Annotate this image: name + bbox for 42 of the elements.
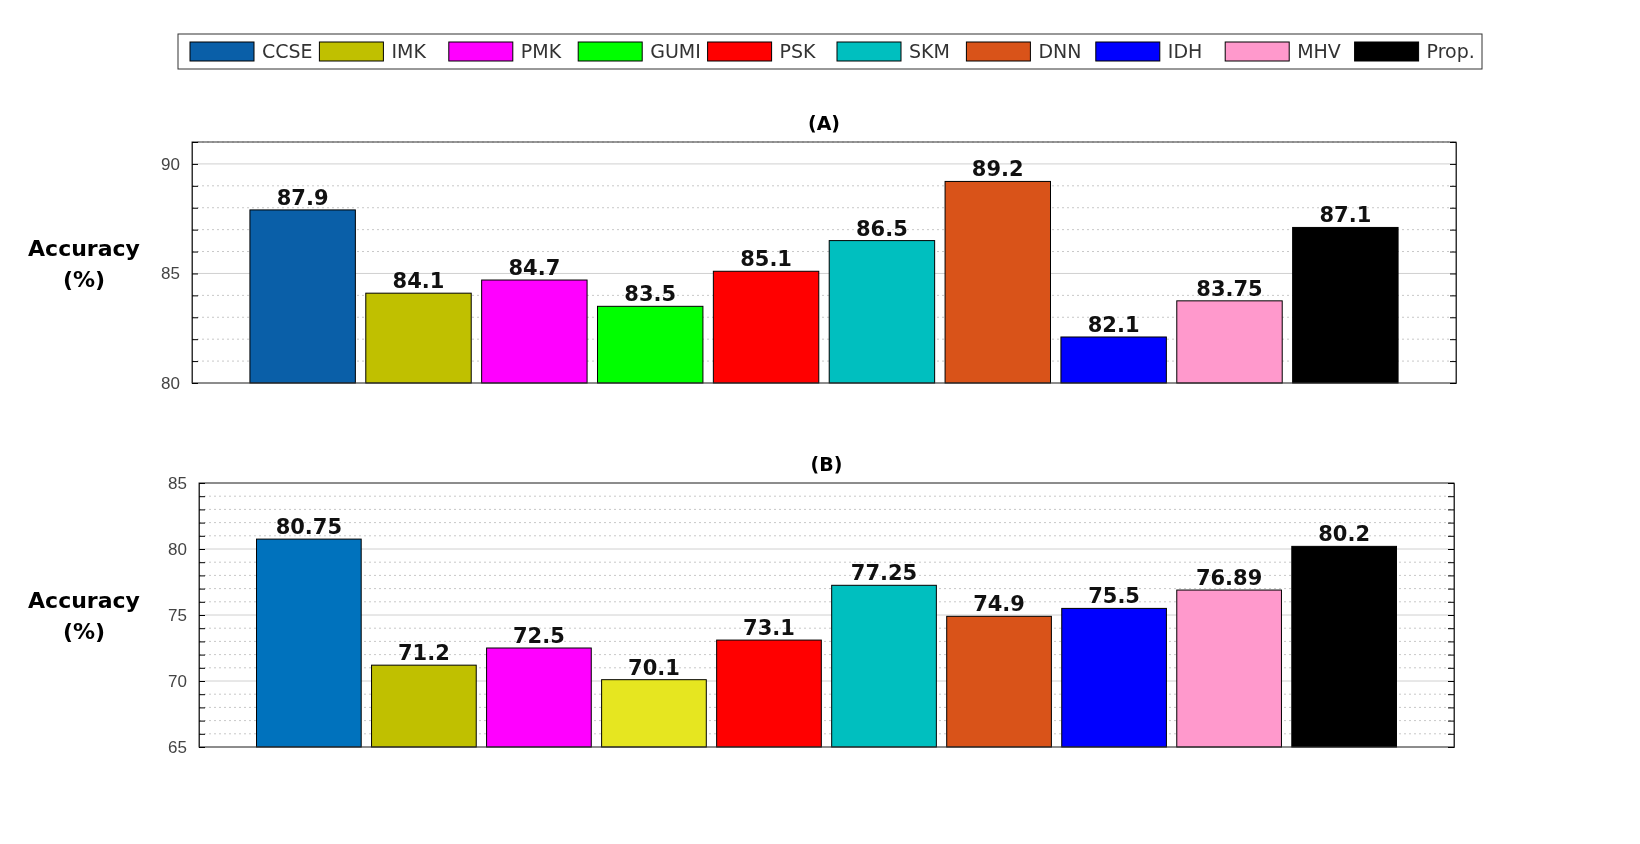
data-label: 82.1 xyxy=(1087,312,1140,337)
data-label: 76.89 xyxy=(1195,566,1263,591)
data-label: 84.7 xyxy=(508,256,561,281)
data-label: 85.1 xyxy=(740,247,792,272)
data-label: 75.5 xyxy=(1088,584,1140,609)
data-label: 72.5 xyxy=(513,624,565,648)
y-tick-label: 70 xyxy=(168,671,187,691)
data-label: 89.2 xyxy=(971,157,1024,182)
chart-title: (A) xyxy=(807,112,841,134)
data-label: 74.9 xyxy=(973,592,1025,617)
data-label: 84.1 xyxy=(392,269,445,294)
y-axis-title: Accuracy (%) xyxy=(28,235,140,292)
legend-label: DNN xyxy=(1038,40,1082,62)
y-tick-label: 65 xyxy=(168,737,187,757)
y-tick-label: 80 xyxy=(168,539,187,559)
legend-label: PMK xyxy=(520,40,562,62)
legend-label: PSK xyxy=(779,40,817,62)
legend-label: IMK xyxy=(391,40,427,62)
data-label: 83.5 xyxy=(624,282,677,307)
y-tick-label: 90 xyxy=(161,154,180,174)
chart-title: (B) xyxy=(810,453,843,475)
y-tick-label: 75 xyxy=(168,605,187,625)
legend-label: Prop. xyxy=(1426,40,1475,62)
data-label: 87.1 xyxy=(1319,203,1372,228)
y-tick-label: 85 xyxy=(168,473,187,493)
data-label: 77.25 xyxy=(850,561,918,586)
data-label: 86.5 xyxy=(856,216,908,241)
legend-label: SKM xyxy=(909,40,950,62)
y-tick-label: 85 xyxy=(161,264,180,284)
data-label: 71.2 xyxy=(397,641,450,666)
legend-label: IDH xyxy=(1167,40,1203,62)
data-label: 73.1 xyxy=(743,616,795,641)
data-label: 70.1 xyxy=(628,655,680,680)
data-label: 80.2 xyxy=(1318,522,1371,547)
legend-label: GUMI xyxy=(650,40,701,62)
data-label: 80.75 xyxy=(275,515,343,540)
y-axis-title: Accuracy (%) xyxy=(28,588,140,644)
legend-label: MHV xyxy=(1297,40,1341,62)
legend-label: CCSE xyxy=(262,40,313,62)
data-label: 87.9 xyxy=(276,185,329,210)
data-label: 83.75 xyxy=(1196,276,1263,301)
y-tick-label: 80 xyxy=(161,373,180,393)
